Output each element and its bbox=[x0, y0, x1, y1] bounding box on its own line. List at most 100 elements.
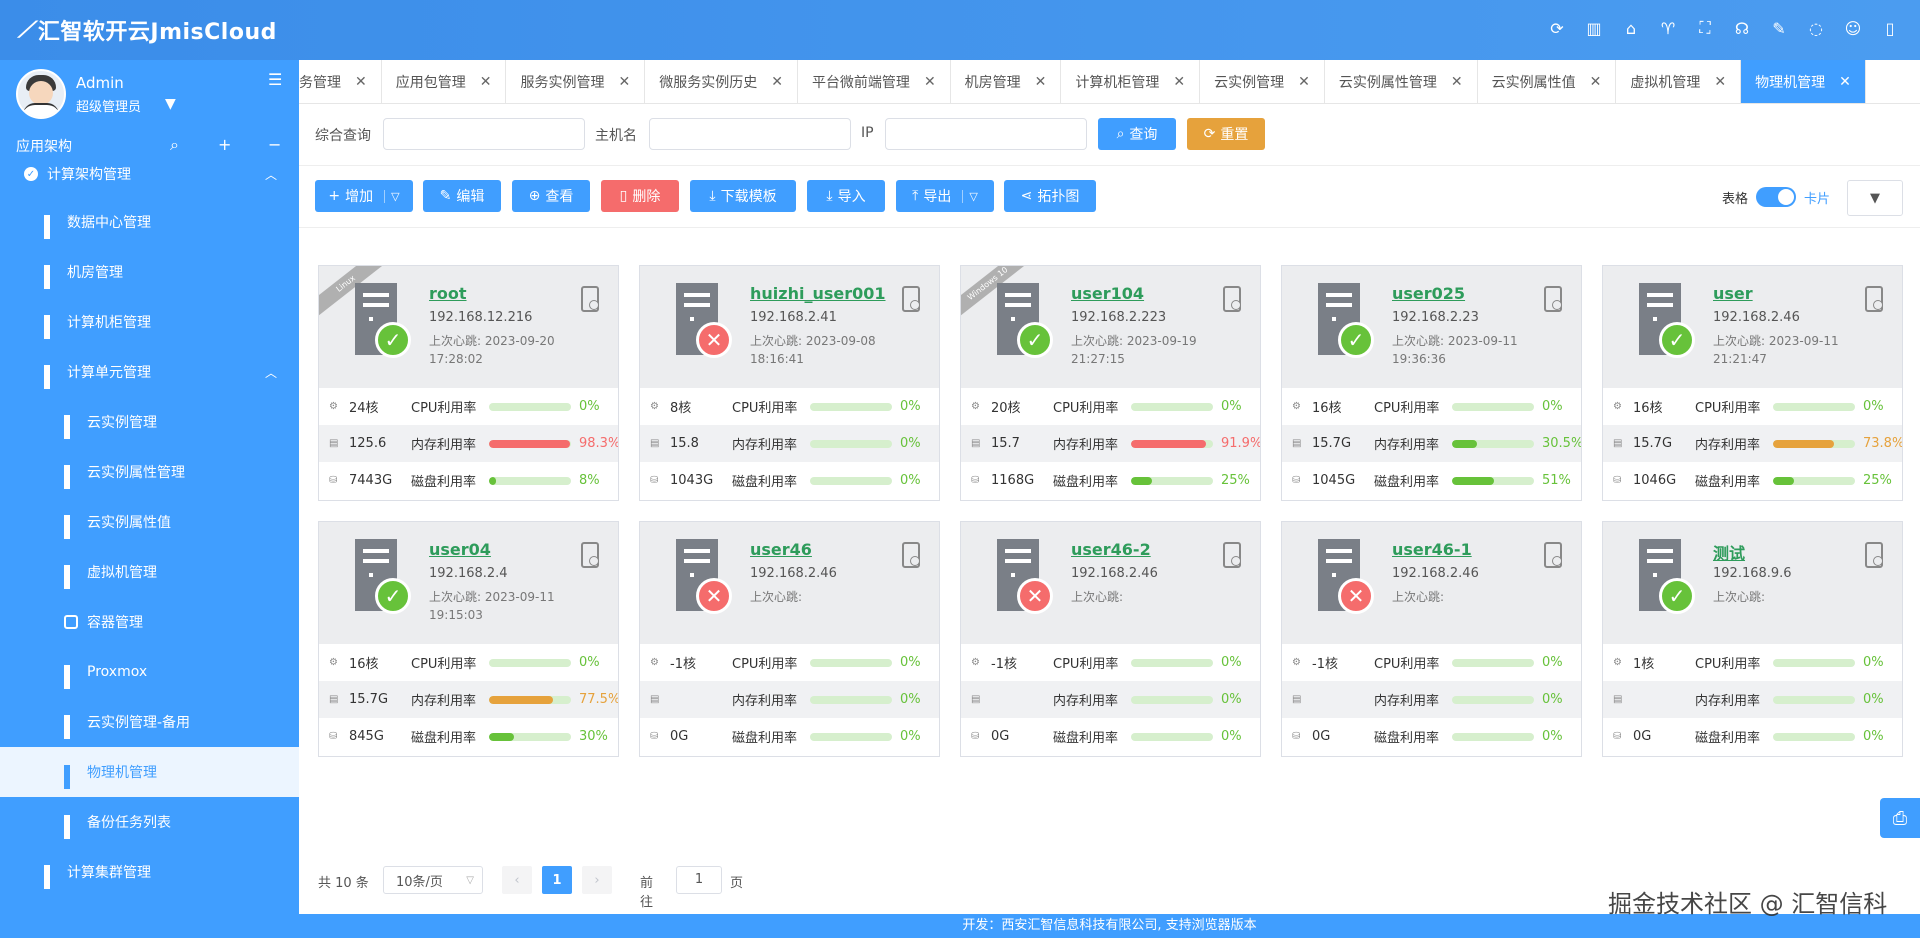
tab-room[interactable]: 机房管理 ✕ bbox=[951, 60, 1062, 103]
building-icon[interactable]: ▥ bbox=[1586, 18, 1602, 38]
host-card[interactable]: ✕ user46 192.168.2.46 上次心跳: ⚙ -1核 CPU利用率 0% ▤ 内存利… bbox=[639, 521, 940, 757]
tab-microservice-history[interactable]: 微服务实例历史 ✕ bbox=[645, 60, 798, 103]
user-icon[interactable]: ☺ bbox=[1844, 18, 1862, 38]
host-card[interactable]: Linux ✓ root 192.168.12.216 上次心跳: 2023-09-20… bbox=[318, 265, 619, 501]
view-toggle[interactable] bbox=[1756, 187, 1797, 207]
sidebar-item-container[interactable]: 容器管理 bbox=[0, 597, 299, 647]
close-icon[interactable]: ✕ bbox=[479, 74, 492, 90]
device-icon[interactable] bbox=[1223, 542, 1241, 568]
close-icon[interactable]: ✕ bbox=[1298, 74, 1310, 90]
device-icon[interactable] bbox=[902, 286, 920, 312]
mic-off-icon[interactable]: ✎ bbox=[1772, 18, 1786, 38]
close-icon[interactable]: ✕ bbox=[923, 74, 936, 90]
ip-input[interactable] bbox=[885, 118, 1087, 150]
device-icon[interactable] bbox=[581, 286, 599, 312]
chevron-down-icon[interactable]: ▽ bbox=[962, 189, 978, 203]
home-icon[interactable]: ⌂ bbox=[1625, 18, 1637, 38]
next-page-button[interactable]: › bbox=[582, 866, 612, 894]
tab-instance-attr[interactable]: 云实例属性管理 ✕ bbox=[1325, 60, 1478, 103]
close-icon[interactable]: ✕ bbox=[1714, 74, 1727, 90]
host-card[interactable]: ✕ huizhi_user001 192.168.2.41 上次心跳: 2023-09… bbox=[639, 265, 940, 501]
sidebar-item-cabinet[interactable]: 计算机柜管理 bbox=[0, 297, 299, 347]
search-icon[interactable]: ⌕ bbox=[170, 135, 179, 154]
sidebar-item-physical[interactable]: 物理机管理 bbox=[0, 747, 299, 797]
host-name[interactable]: root bbox=[429, 284, 467, 303]
device-icon[interactable] bbox=[581, 542, 599, 568]
tab-app-package[interactable]: 应用包管理 ✕ bbox=[382, 60, 507, 103]
general-query-input[interactable] bbox=[383, 118, 585, 150]
edit-button[interactable]: ✎ 编辑 bbox=[423, 180, 501, 212]
column-filter-button[interactable]: ▼ bbox=[1847, 180, 1903, 216]
sidebar-item-cluster[interactable]: 计算集群管理 bbox=[0, 847, 299, 897]
sidebar-item-vm[interactable]: 虚拟机管理 bbox=[0, 547, 299, 597]
host-name[interactable]: user104 bbox=[1071, 284, 1145, 303]
sidebar-item-compute-arch[interactable]: ✓ 计算架构管理 ︿ bbox=[0, 160, 299, 188]
hostname-input[interactable] bbox=[649, 118, 851, 150]
side-float-button[interactable]: ⎙ bbox=[1880, 798, 1920, 838]
close-icon[interactable]: ✕ bbox=[355, 74, 367, 90]
tab-service[interactable]: 务管理 ✕ bbox=[299, 60, 382, 103]
brand[interactable]: ⟋ 汇智软开云JmisCloud bbox=[18, 14, 277, 46]
topology-button[interactable]: ⋖ 拓扑图 bbox=[1004, 180, 1096, 212]
chevron-down-icon[interactable]: ▽ bbox=[384, 189, 400, 203]
host-card[interactable]: ✕ user46-2 192.168.2.46 上次心跳: ⚙ -1核 CPU利用率 0% ▤ 内… bbox=[960, 521, 1261, 757]
add-button[interactable]: + 增加 ▽ bbox=[315, 180, 413, 212]
sidebar-item-proxmox[interactable]: Proxmox bbox=[0, 647, 299, 697]
close-icon[interactable]: ✕ bbox=[1450, 74, 1463, 90]
chat-icon[interactable]: ◌ bbox=[1809, 18, 1823, 38]
close-icon[interactable]: ✕ bbox=[771, 74, 783, 90]
trash-icon[interactable]: ▯ bbox=[1885, 18, 1895, 38]
close-icon[interactable]: ✕ bbox=[1839, 74, 1851, 90]
page-size-select[interactable]: 10条/页 ▽ bbox=[383, 866, 483, 894]
close-icon[interactable]: ✕ bbox=[1034, 74, 1047, 90]
sidebar-item-room[interactable]: 机房管理 bbox=[0, 247, 299, 297]
reset-button[interactable]: ⟳ 重置 bbox=[1187, 118, 1265, 150]
device-icon[interactable] bbox=[1223, 286, 1241, 312]
sidebar-item-instance-backup[interactable]: 云实例管理-备用 bbox=[0, 697, 299, 747]
goto-page-input[interactable]: 1 bbox=[676, 866, 722, 894]
tab-vm[interactable]: 虚拟机管理 ✕ bbox=[1616, 60, 1742, 103]
host-card[interactable]: ✓ 测试 192.168.9.6 上次心跳: ⚙ 1核 CPU利用率 0% ▤ 内存利用率 0% ⛁ 0… bbox=[1602, 521, 1903, 757]
host-name[interactable]: user46-2 bbox=[1071, 540, 1151, 559]
close-icon[interactable]: ✕ bbox=[1589, 74, 1602, 90]
menu-toggle-icon[interactable]: ☰ bbox=[268, 70, 283, 89]
plus-icon[interactable]: + bbox=[218, 135, 232, 154]
device-icon[interactable] bbox=[1544, 286, 1562, 312]
shirt-icon[interactable]: ♈ bbox=[1660, 18, 1676, 38]
query-button[interactable]: ⌕ 查询 bbox=[1098, 118, 1176, 150]
export-button[interactable]: ⤒ 导出 ▽ bbox=[896, 180, 994, 212]
host-name[interactable]: huizhi_user001 bbox=[750, 284, 886, 303]
host-name[interactable]: user025 bbox=[1392, 284, 1466, 303]
fullscreen-icon[interactable]: ⛶ bbox=[1699, 18, 1711, 37]
host-card[interactable]: Windows 10 ✓ user104 192.168.2.223 上次心跳: 202… bbox=[960, 265, 1261, 501]
sidebar-item-cloud-instance[interactable]: 云实例管理 bbox=[0, 397, 299, 447]
download-template-button[interactable]: ⤓ 下载模板 bbox=[690, 180, 796, 212]
tab-instance-attr-value[interactable]: 云实例属性值 ✕ bbox=[1478, 60, 1617, 103]
close-icon[interactable]: ✕ bbox=[618, 74, 631, 90]
device-icon[interactable] bbox=[902, 542, 920, 568]
delete-button[interactable]: ▯ 删除 bbox=[601, 180, 679, 212]
view-button[interactable]: ⊕ 查看 bbox=[512, 180, 590, 212]
tab-micro-frontend[interactable]: 平台微前端管理 ✕ bbox=[798, 60, 951, 103]
sidebar-item-compute-unit[interactable]: 计算单元管理 ︿ bbox=[0, 347, 299, 397]
refresh-icon[interactable]: ⟳ bbox=[1550, 18, 1564, 38]
tab-physical[interactable]: 物理机管理 ✕ bbox=[1741, 60, 1866, 103]
device-icon[interactable] bbox=[1865, 542, 1883, 568]
avatar[interactable] bbox=[16, 69, 66, 119]
sidebar-item-instance-attr-value[interactable]: 云实例属性值 bbox=[0, 497, 299, 547]
host-name[interactable]: 测试 bbox=[1713, 544, 1746, 563]
filter-icon[interactable]: ▼ bbox=[165, 96, 176, 112]
headset-icon[interactable]: ☊ bbox=[1734, 18, 1750, 38]
tab-cabinet[interactable]: 计算机柜管理 ✕ bbox=[1061, 60, 1201, 103]
device-icon[interactable] bbox=[1544, 542, 1562, 568]
tab-service-instance[interactable]: 服务实例管理 ✕ bbox=[506, 60, 646, 103]
host-name[interactable]: user bbox=[1713, 284, 1753, 303]
import-button[interactable]: ⤓ 导入 bbox=[807, 180, 885, 212]
prev-page-button[interactable]: ‹ bbox=[502, 866, 532, 894]
host-name[interactable]: user04 bbox=[429, 540, 491, 559]
minus-icon[interactable]: − bbox=[268, 135, 282, 154]
host-card[interactable]: ✕ user46-1 192.168.2.46 上次心跳: ⚙ -1核 CPU利用率 0% ▤ 内… bbox=[1281, 521, 1582, 757]
host-card[interactable]: ✓ user025 192.168.2.23 上次心跳: 2023-09-11 19:3… bbox=[1281, 265, 1582, 501]
host-name[interactable]: user46 bbox=[750, 540, 812, 559]
page-number[interactable]: 1 bbox=[542, 866, 572, 894]
